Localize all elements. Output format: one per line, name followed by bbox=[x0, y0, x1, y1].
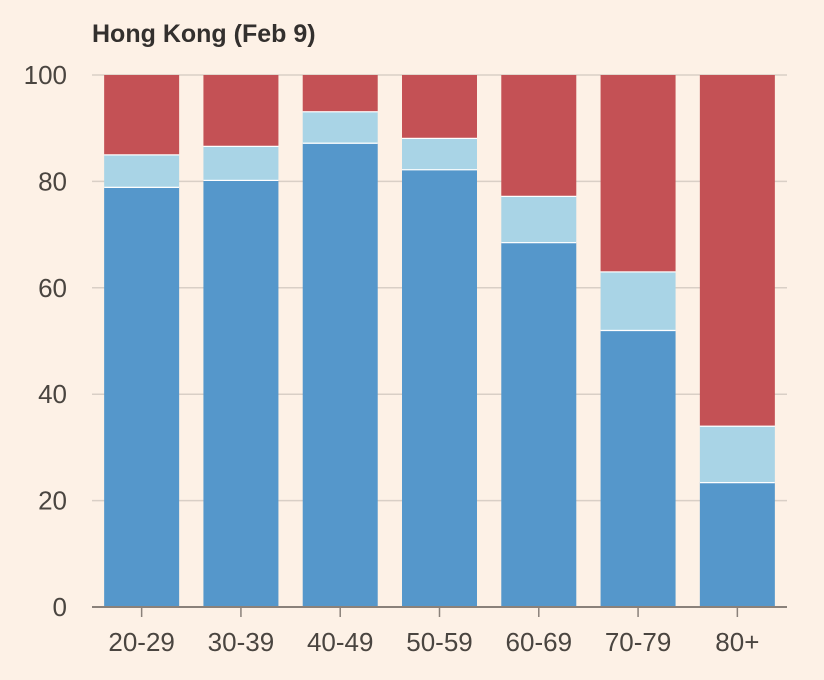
bar-segment-40-49-s2 bbox=[302, 111, 378, 143]
bar-segment-50-59-s2 bbox=[402, 137, 477, 170]
chart-title: Hong Kong (Feb 9) bbox=[92, 20, 316, 48]
x-tick-label-60-69: 60-69 bbox=[506, 627, 573, 657]
y-tick-label-40: 40 bbox=[38, 379, 67, 409]
bar-segment-80+-s2 bbox=[699, 425, 775, 482]
bar-segment-60-69-s3 bbox=[501, 75, 577, 196]
x-tick-label-40-49: 40-49 bbox=[307, 627, 374, 657]
bar-segment-70-79-s2 bbox=[600, 271, 676, 330]
y-tick-label-20: 20 bbox=[38, 486, 67, 516]
bar-segment-20-29-s2 bbox=[104, 154, 180, 187]
bar-segment-20-29-s3 bbox=[104, 75, 180, 155]
x-tick-label-50-59: 50-59 bbox=[406, 627, 473, 657]
bar-segment-40-49-s1 bbox=[302, 142, 378, 607]
bar-segment-30-39-s3 bbox=[203, 75, 279, 146]
bar-segment-30-39-s1 bbox=[203, 179, 279, 607]
bar-segment-80+-s1 bbox=[699, 481, 775, 607]
bars-layer bbox=[104, 75, 775, 607]
y-tick-label-100: 100 bbox=[24, 60, 67, 90]
axis-layer: 0 20 40 60 80 100 20-29 30-39 40-49 50-59 60-69 70-… bbox=[24, 60, 787, 657]
bar-segment-70-79-s3 bbox=[600, 75, 676, 272]
y-tick-label-80: 80 bbox=[38, 166, 67, 196]
y-tick-label-0: 0 bbox=[53, 592, 67, 622]
x-tick-label-20-29: 20-29 bbox=[108, 627, 175, 657]
x-tick-label-80+: 80+ bbox=[715, 627, 759, 657]
x-tick-label-70-79: 70-79 bbox=[605, 627, 672, 657]
bar-segment-60-69-s1 bbox=[501, 242, 577, 607]
bar-segment-50-59-s3 bbox=[402, 75, 477, 138]
bar-segment-80+-s3 bbox=[699, 75, 775, 426]
bar-segment-50-59-s1 bbox=[402, 169, 477, 607]
bar-segment-40-49-s3 bbox=[302, 75, 378, 112]
x-tick-label-30-39: 30-39 bbox=[208, 627, 275, 657]
bar-segment-70-79-s1 bbox=[600, 329, 676, 607]
bar-segment-20-29-s1 bbox=[104, 186, 180, 607]
y-tick-label-60: 60 bbox=[38, 273, 67, 303]
bar-segment-60-69-s2 bbox=[501, 195, 577, 243]
bar-segment-30-39-s2 bbox=[203, 145, 279, 180]
